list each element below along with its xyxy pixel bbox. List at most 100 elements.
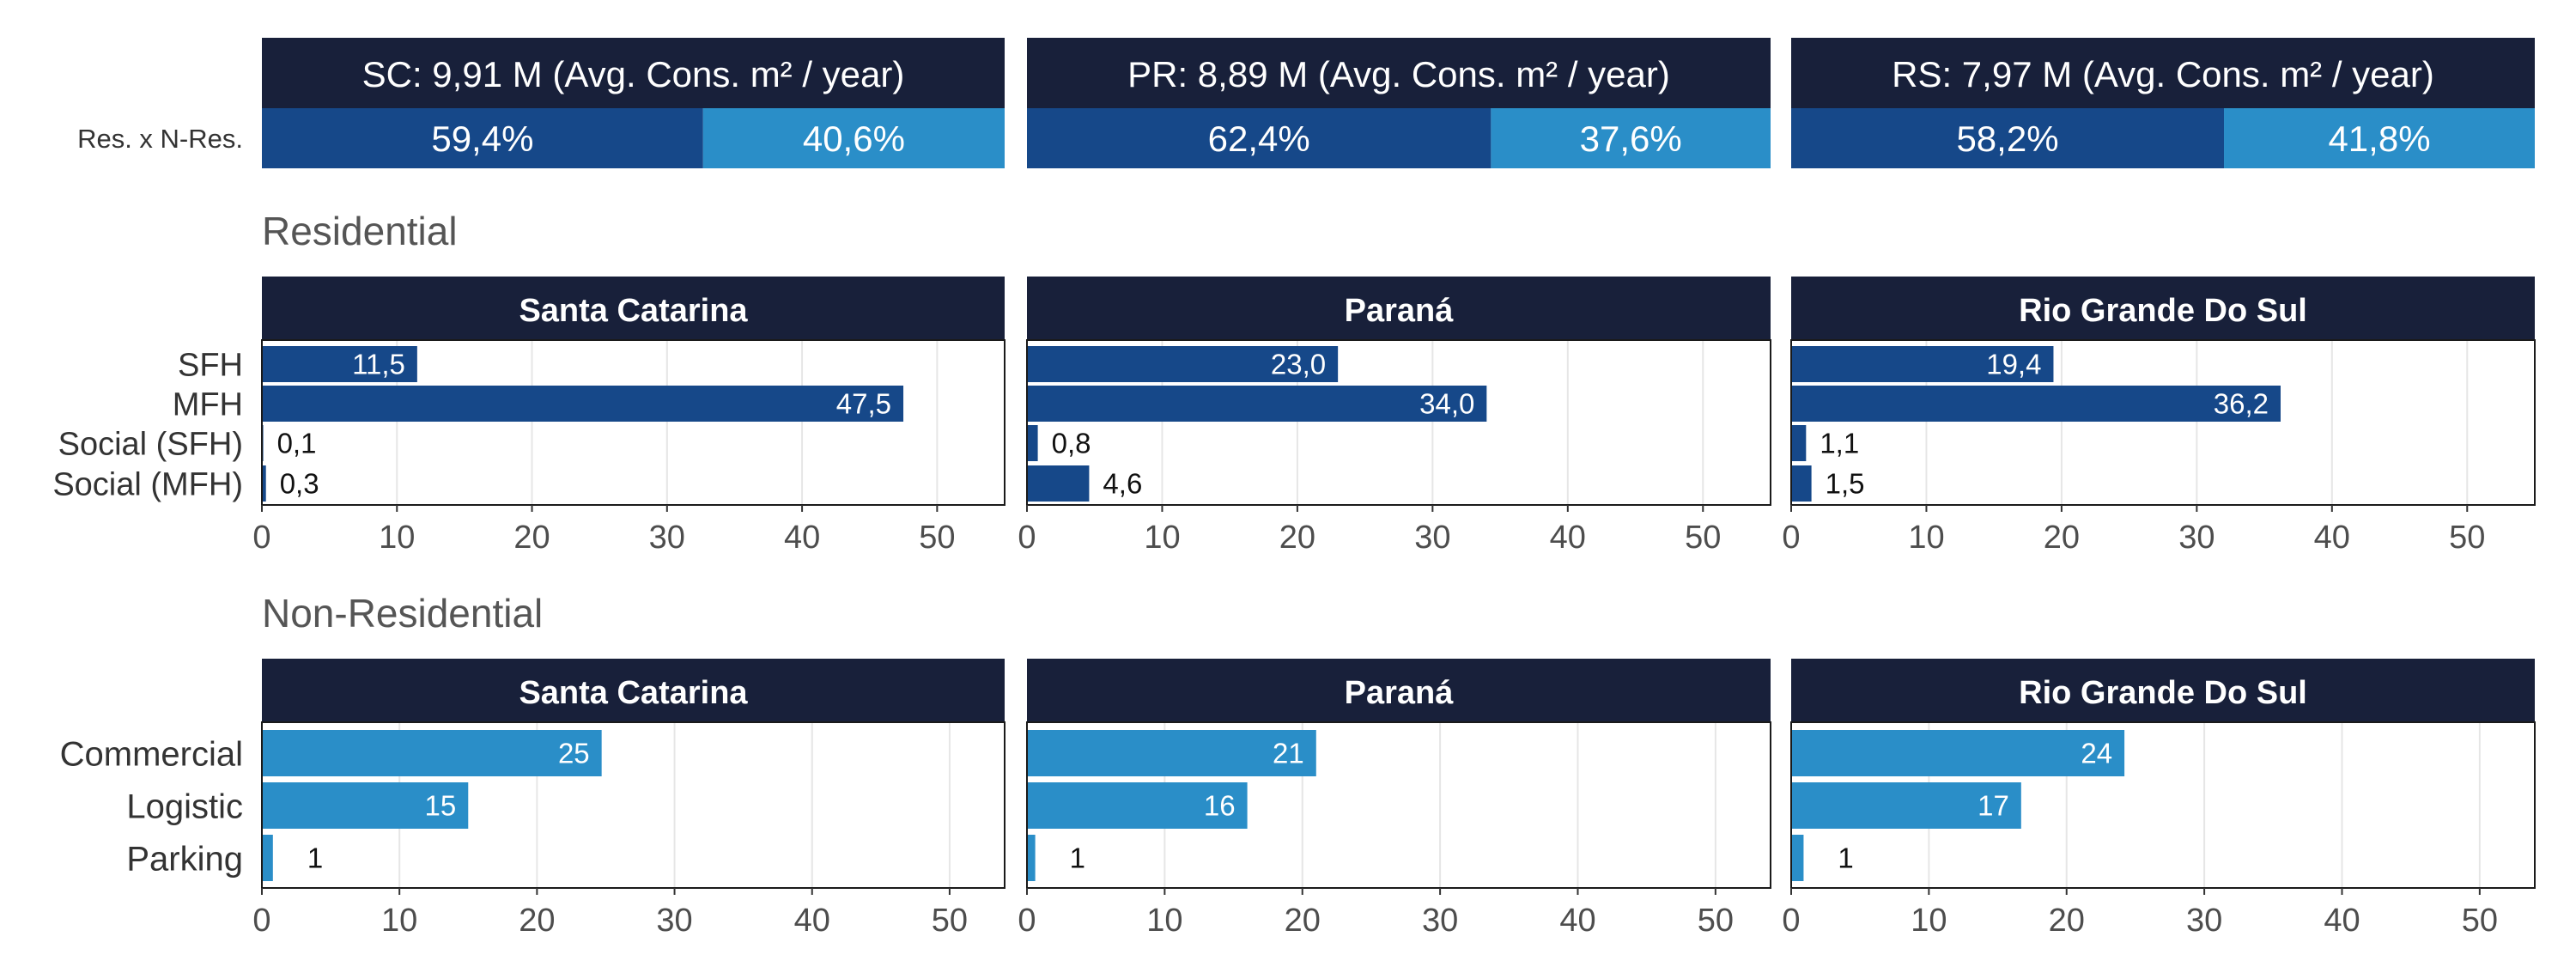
bar-value-label: 21 [1273, 738, 1304, 769]
x-tick-label: 40 [2314, 520, 2350, 556]
panel-border [1790, 721, 2536, 889]
x-tick-label: 50 [1698, 903, 1734, 939]
facet-strip-title: Paraná [1345, 293, 1455, 329]
x-tick-label: 50 [2449, 520, 2485, 556]
share-bar-residential [262, 108, 703, 168]
share-panel-header [1027, 38, 1771, 108]
x-tick-label: 40 [1550, 520, 1586, 556]
bar-residential-2 [262, 386, 904, 422]
facet-strip [1791, 277, 2535, 340]
bar-residential-2 [1027, 386, 1487, 422]
bar-residential-1 [1027, 346, 1339, 382]
facet-strip-title: Rio Grande Do Sul [2019, 675, 2307, 711]
x-tick-label: 50 [1685, 520, 1721, 556]
bar-residential-1 [262, 346, 417, 382]
x-tick-label: 0 [252, 520, 270, 556]
facet-strip [1791, 659, 2535, 722]
category-label-3: Social (SFH) [58, 427, 243, 463]
facet-strip-title: Santa Catarina [519, 293, 748, 329]
x-tick-label: 40 [794, 903, 830, 939]
share-label-residential: 59,4% [431, 119, 533, 159]
bar-residential-4 [262, 465, 266, 502]
share-bar-non-residential [1491, 108, 1771, 168]
x-tick-label: 10 [379, 520, 415, 556]
bar-non-residential-3 [262, 835, 273, 881]
bar-value-label: 1,1 [1820, 428, 1859, 459]
residential-panel-1: Santa Catarina 11,5 47,5 0,1 0,3 0 10 20 30 40 50 [252, 277, 1005, 556]
bar-residential-2 [1791, 386, 2281, 422]
share-panel-3: RS: 7,97 M (Avg. Cons. m² / year) 58,2% 41… [1791, 38, 2535, 168]
share-label-non-residential: 40,6% [803, 119, 905, 159]
share-label-residential: 62,4% [1208, 119, 1310, 159]
x-tick-label: 10 [1144, 520, 1180, 556]
bar-residential-4 [1791, 465, 1812, 502]
share-panel-1: SC: 9,91 M (Avg. Cons. m² / year) 59,4% 40… [262, 38, 1005, 168]
bar-value-label: 16 [1204, 790, 1236, 822]
residential-panel-3: Rio Grande Do Sul 19,4 36,2 1,1 1,5 0 10 20 30 40… [1782, 277, 2536, 556]
facet-strip-title: Santa Catarina [519, 675, 748, 711]
bar-value-label: 24 [2081, 738, 2112, 769]
facet-strip-title: Paraná [1345, 675, 1455, 711]
x-tick-label: 40 [2324, 903, 2360, 939]
facet-strip-title: Rio Grande Do Sul [2019, 293, 2307, 329]
bar-residential-3 [1027, 425, 1038, 461]
bar-value-label: 17 [1978, 790, 2009, 822]
share-panel-header [262, 38, 1005, 108]
category-label-2: Logistic [126, 787, 243, 825]
x-tick-label: 30 [2178, 520, 2215, 556]
x-tick-label: 50 [919, 520, 955, 556]
x-tick-label: 30 [1422, 903, 1458, 939]
bar-value-label: 34,0 [1419, 388, 1474, 420]
residential-panel-2: Paraná 23,0 34,0 0,8 4,6 0 10 20 30 40 50 [1018, 277, 1771, 556]
x-tick-label: 0 [1018, 520, 1036, 556]
facet-strip [1027, 277, 1771, 340]
x-tick-label: 30 [2186, 903, 2222, 939]
panel-border [1026, 721, 1771, 889]
x-tick-label: 10 [381, 903, 417, 939]
share-panel-2: PR: 8,89 M (Avg. Cons. m² / year) 62,4% 37… [1027, 38, 1771, 168]
x-tick-label: 20 [2049, 903, 2085, 939]
bar-non-residential-1 [1027, 730, 1316, 776]
panel-border [1790, 339, 2536, 506]
bar-non-residential-2 [1027, 782, 1248, 829]
panel-border [261, 339, 1005, 506]
share-label-non-residential: 41,8% [2328, 119, 2430, 159]
bar-value-label: 1,5 [1826, 468, 1865, 500]
facet-strip [1027, 659, 1771, 722]
bar-value-label: 15 [425, 790, 457, 822]
category-label-2: MFH [173, 387, 243, 423]
bar-value-label: 25 [558, 738, 590, 769]
x-tick-label: 10 [1911, 903, 1947, 939]
bar-non-residential-2 [1791, 782, 2021, 829]
share-panel-title: PR: 8,89 M (Avg. Cons. m² / year) [1127, 54, 1670, 94]
facet-strip [262, 277, 1005, 340]
bar-value-label: 0,1 [277, 428, 317, 459]
bar-residential-4 [1027, 465, 1090, 502]
bar-value-label: 0,8 [1052, 428, 1091, 459]
x-tick-label: 10 [1146, 903, 1182, 939]
share-bar-non-residential [702, 108, 1005, 168]
bar-value-label: 36,2 [2214, 388, 2269, 420]
x-tick-label: 20 [513, 520, 550, 556]
bar-residential-1 [1791, 346, 2054, 382]
share-label-non-residential: 37,6% [1580, 119, 1682, 159]
category-label-1: SFH [178, 348, 243, 384]
section-title-non-residential: Non-Residential [262, 591, 543, 635]
bar-non-residential-1 [262, 730, 602, 776]
share-bar-residential [1791, 108, 2225, 168]
section-title-residential: Residential [262, 209, 458, 253]
category-label-4: Social (MFH) [52, 467, 243, 503]
bar-value-label: 19,4 [1986, 349, 2041, 380]
bar-residential-3 [1791, 425, 1807, 461]
x-tick-label: 0 [1782, 903, 1800, 939]
share-bar-residential [1027, 108, 1492, 168]
facet-strip [262, 659, 1005, 722]
x-tick-label: 20 [2044, 520, 2080, 556]
x-tick-label: 30 [649, 520, 685, 556]
bar-non-residential-2 [262, 782, 469, 829]
share-panel-header [1791, 38, 2535, 108]
bar-value-label: 0,3 [280, 468, 319, 500]
